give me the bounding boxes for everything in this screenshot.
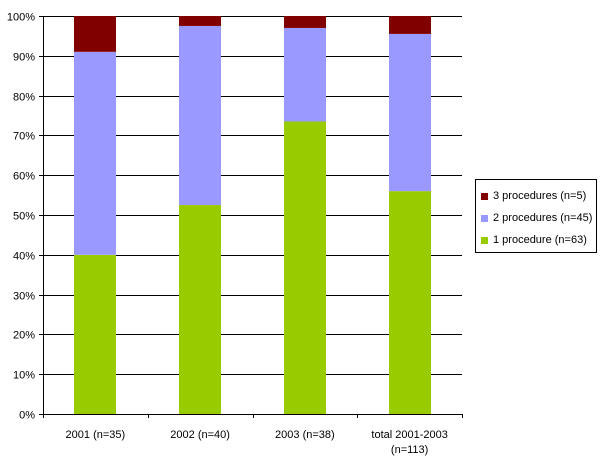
legend-label: 1 procedure (n=63) [493, 234, 587, 246]
x-tick-label: 2002 (n=40) [170, 429, 230, 441]
y-tick-label: 50% [13, 211, 35, 223]
legend-label: 2 procedures (n=45) [493, 212, 593, 224]
bar-segment [179, 25, 221, 206]
bar-segment [74, 51, 116, 255]
y-tick-label: 60% [13, 171, 35, 183]
x-tick-label: 2003 (n=38) [275, 429, 335, 441]
y-tick-label: 90% [13, 52, 35, 64]
axes [39, 16, 463, 418]
legend-swatch [481, 214, 488, 222]
bar-segment [389, 33, 431, 192]
y-tick-labels: 0% 10% 20% 30% 40% 50% 60% 70% 80% 90% 100% [7, 12, 35, 422]
y-tick-label: 0% [19, 410, 35, 422]
legend-item-1-procedure: 1 procedure (n=63) [481, 229, 596, 251]
y-tick-label: 10% [13, 370, 35, 382]
legend-item-3-procedures: 3 procedures (n=5) [481, 185, 596, 207]
legend-item-2-procedures: 2 procedures (n=45) [481, 207, 596, 229]
bars [74, 16, 431, 414]
x-tick-label: total 2001-2003 (n=113) [371, 429, 447, 456]
bar-segment [179, 16, 221, 26]
bar-segment [74, 16, 116, 52]
legend: 3 procedures (n=5) 2 procedures (n=45) 1… [475, 179, 597, 253]
y-tick-label: 30% [13, 291, 35, 303]
x-tick-label: 2001 (n=35) [66, 429, 126, 441]
y-tick-label: 80% [13, 92, 35, 104]
bar-segment [284, 27, 326, 122]
x-tick-labels: 2001 (n=35) 2002 (n=40) 2003 (n=38) total 2… [66, 429, 448, 456]
y-tick-label: 40% [13, 251, 35, 263]
legend-label: 3 procedures (n=5) [493, 190, 587, 202]
bar-segment [284, 121, 326, 414]
bar-segment [284, 16, 326, 28]
bar-segment [389, 191, 431, 414]
bar-segment [74, 254, 116, 414]
y-tick-label: 100% [7, 12, 35, 24]
y-tick-label: 20% [13, 330, 35, 342]
bar-segment [179, 205, 221, 414]
bar-segment [389, 16, 431, 34]
legend-swatch [481, 192, 488, 200]
legend-swatch [481, 236, 488, 244]
y-tick-label: 70% [13, 131, 35, 143]
